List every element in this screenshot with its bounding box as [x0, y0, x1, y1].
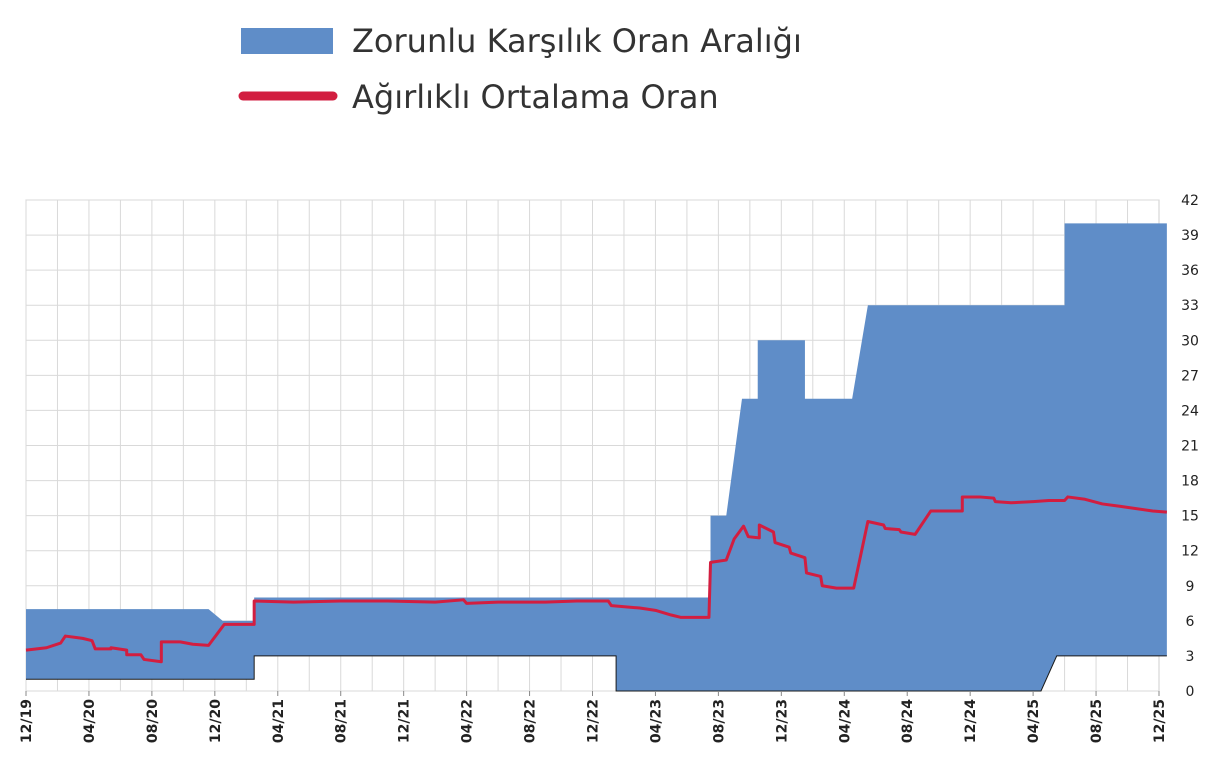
x-tick-label: 12/19 [19, 699, 35, 743]
y-tick-label: 3 [1186, 649, 1195, 665]
y-tick-label: 9 [1186, 579, 1195, 595]
x-tick-label: 08/22 [523, 699, 539, 743]
x-tick-label: 08/24 [900, 699, 916, 743]
x-tick-label: 04/25 [1026, 699, 1042, 743]
x-tick-label: 04/24 [837, 699, 853, 743]
y-tick-label: 0 [1186, 684, 1195, 700]
legend-label-band: Zorunlu Karşılık Oran Aralığı [352, 22, 802, 60]
x-tick-label: 08/21 [334, 699, 350, 743]
reserve-ratio-band-outline [26, 655, 1167, 692]
x-tick-label: 04/21 [271, 699, 287, 743]
weighted-average-rate-line [25, 495, 1167, 664]
legend-swatch-band [241, 28, 333, 54]
y-tick-label: 33 [1181, 298, 1199, 314]
x-tick-label: 12/24 [963, 699, 979, 743]
x-axis: 12/19 04/20 08/20 12/20 04/21 08/21 12/21 04/22… [19, 691, 1168, 743]
x-tick-label: 04/20 [82, 699, 98, 743]
y-tick-label: 42 [1181, 193, 1199, 209]
x-tick-label: 12/23 [774, 699, 790, 743]
y-tick-label: 6 [1186, 614, 1195, 630]
legend-label-line: Ağırlıklı Ortalama Oran [352, 78, 719, 116]
y-tick-label: 12 [1181, 544, 1199, 560]
x-tick-label: 08/25 [1089, 699, 1105, 743]
x-tick-label: 04/23 [648, 699, 664, 743]
y-tick-label: 24 [1181, 403, 1199, 419]
y-tick-label: 30 [1181, 333, 1199, 349]
y-tick-label: 15 [1181, 509, 1199, 525]
x-tick-label: 08/23 [711, 699, 727, 743]
y-tick-label: 27 [1181, 368, 1199, 384]
y-tick-label: 39 [1181, 228, 1199, 244]
legend: Zorunlu Karşılık Oran Aralığı Ağırlıklı … [238, 22, 802, 116]
y-tick-label: 36 [1181, 263, 1199, 279]
reserve-ratio-band-area [26, 223, 1167, 691]
x-tick-label: 12/22 [586, 699, 602, 743]
y-tick-label: 21 [1181, 439, 1199, 455]
x-tick-label: 08/20 [145, 699, 161, 743]
x-tick-label: 12/25 [1152, 699, 1168, 743]
x-tick-label: 12/20 [208, 699, 224, 743]
x-tick-label: 12/21 [397, 699, 413, 743]
x-tick-label: 04/22 [460, 699, 476, 743]
y-tick-label: 18 [1181, 474, 1199, 490]
